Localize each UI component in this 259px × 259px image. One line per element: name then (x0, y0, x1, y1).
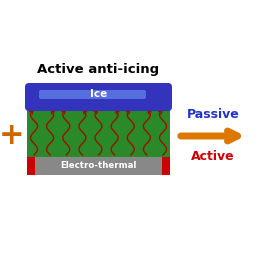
Text: Passive: Passive (187, 107, 239, 120)
Text: Active anti-icing: Active anti-icing (38, 62, 160, 76)
Bar (162, 157, 170, 175)
Text: Ice: Ice (90, 89, 107, 99)
Bar (27, 105, 170, 175)
Bar (27, 157, 170, 175)
Bar (27, 157, 35, 175)
Text: Active: Active (191, 149, 235, 162)
Text: +: + (0, 121, 25, 150)
Text: Electro-thermal: Electro-thermal (60, 162, 137, 170)
FancyBboxPatch shape (25, 83, 172, 111)
FancyBboxPatch shape (39, 90, 146, 99)
